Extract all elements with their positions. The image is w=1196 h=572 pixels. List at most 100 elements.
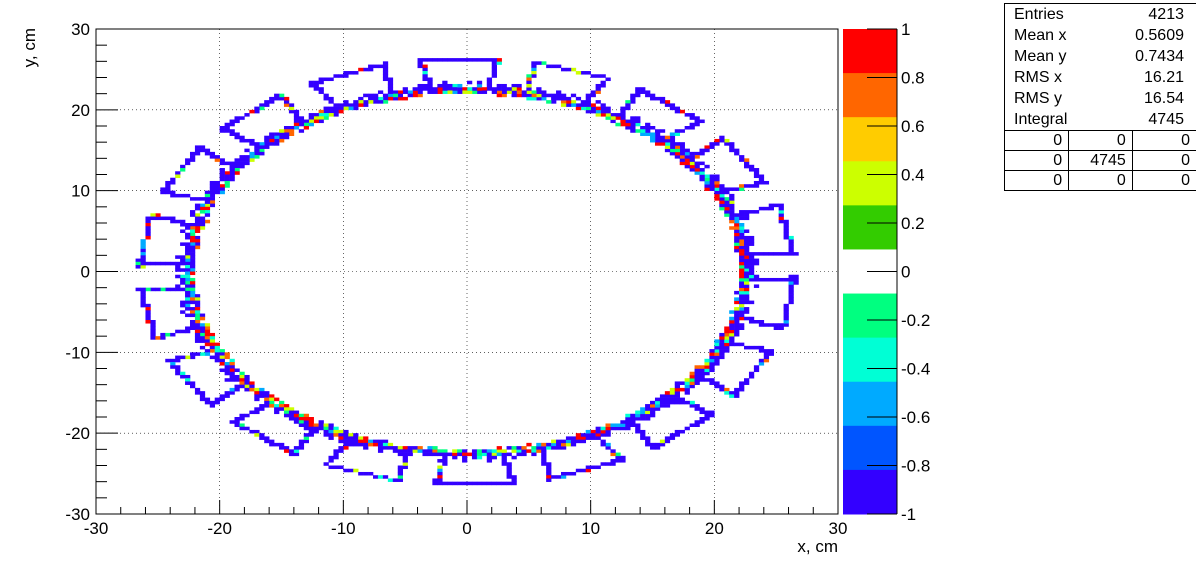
heatmap-cell xyxy=(417,83,423,88)
heatmap-cell xyxy=(353,442,359,447)
heatmap-cell xyxy=(293,410,300,415)
overflow-cell: 4745 xyxy=(1068,150,1133,171)
heatmap-cell xyxy=(511,455,517,460)
heatmap-cell xyxy=(605,113,611,117)
heatmap-cell xyxy=(744,378,750,382)
heatmap-cell xyxy=(209,355,216,360)
heatmap-cell xyxy=(734,394,740,398)
heatmap-cell xyxy=(496,87,502,91)
heatmap-cell xyxy=(254,151,260,156)
heatmap-cell xyxy=(783,316,789,321)
heatmap-cell xyxy=(501,90,507,94)
heatmap-cell xyxy=(679,429,685,434)
heatmap-cell xyxy=(783,252,789,256)
heatmap-cell xyxy=(180,281,186,285)
heatmap-cell xyxy=(570,471,577,476)
heatmap-cell xyxy=(397,468,403,473)
heatmap-cell xyxy=(432,58,438,62)
heatmap-cell xyxy=(788,284,794,288)
heatmap-cell xyxy=(753,345,760,350)
heatmap-cell xyxy=(145,216,151,221)
heatmap-cell xyxy=(175,329,181,334)
heatmap-cell xyxy=(224,180,230,185)
heatmap-cell xyxy=(521,452,527,457)
heatmap-cell xyxy=(729,320,735,324)
heatmap-cell xyxy=(343,436,349,440)
heatmap-cell xyxy=(605,106,611,111)
heatmap-cell xyxy=(194,148,201,153)
heatmap-cell xyxy=(259,436,265,440)
heatmap-cell xyxy=(486,77,493,82)
heatmap-cell xyxy=(669,138,676,143)
heatmap-cell xyxy=(185,290,191,295)
heatmap-cell xyxy=(526,96,532,101)
heatmap-cell xyxy=(531,61,537,65)
heatmap-cell xyxy=(714,345,720,350)
heatmap-cell xyxy=(229,378,235,382)
heatmap-cell xyxy=(145,320,151,324)
heatmap-cell xyxy=(422,77,428,82)
heatmap-cell xyxy=(180,303,186,308)
heatmap-cell xyxy=(768,277,774,282)
heatmap-cell xyxy=(640,87,646,91)
heatmap-cell xyxy=(719,332,725,337)
stats-value: 0.5609 xyxy=(1135,27,1184,44)
heatmap-cell xyxy=(689,374,695,379)
heatmap-cell xyxy=(145,303,151,308)
heatmap-cell xyxy=(283,126,290,130)
heatmap-cell xyxy=(734,297,740,301)
heatmap-cell xyxy=(719,190,725,195)
heatmap-cell xyxy=(194,223,201,227)
heatmap-cell xyxy=(343,446,349,450)
heatmap-cell xyxy=(209,339,216,343)
heatmap-cell xyxy=(363,93,369,98)
heatmap-cell xyxy=(209,345,216,350)
heatmap-cell xyxy=(600,103,606,107)
heatmap-cell xyxy=(546,465,552,470)
heatmap-cell xyxy=(209,349,216,353)
heatmap-cell xyxy=(279,442,285,447)
heatmap-cell xyxy=(753,174,760,179)
heatmap-cell xyxy=(189,151,196,156)
heatmap-cell xyxy=(234,135,240,140)
heatmap-cell xyxy=(244,155,250,159)
heatmap-cell xyxy=(397,90,403,94)
heatmap-cell xyxy=(694,404,700,408)
heatmap-cell xyxy=(699,410,705,415)
heatmap-cell xyxy=(654,442,661,447)
heatmap-cell xyxy=(635,413,641,418)
heatmap-cell xyxy=(516,93,522,98)
heatmap-cell xyxy=(605,423,611,427)
heatmap-cell xyxy=(175,365,181,369)
heatmap-cell xyxy=(719,345,725,350)
heatmap-cell xyxy=(724,349,730,353)
heatmap-cell xyxy=(556,93,562,98)
heatmap-cell xyxy=(328,109,334,114)
heatmap-cell xyxy=(704,371,710,376)
heatmap-cell xyxy=(204,219,211,224)
heatmap-cell xyxy=(244,413,250,418)
heatmap-cell xyxy=(189,281,196,285)
overflow-cell: 0 xyxy=(1068,130,1133,151)
heatmap-cell xyxy=(605,77,611,82)
heatmap-cell xyxy=(234,384,240,389)
heatmap-cell xyxy=(610,423,616,427)
heatmap-cell xyxy=(254,397,260,402)
heatmap-cell xyxy=(635,116,641,120)
heatmap-cell xyxy=(585,93,591,98)
heatmap-cell xyxy=(189,248,196,253)
heatmap-cell xyxy=(417,58,423,62)
heatmap-cell xyxy=(753,180,760,185)
heatmap-cell xyxy=(382,100,389,104)
heatmap-cell xyxy=(368,93,374,98)
heatmap-cell xyxy=(219,171,225,175)
heatmap-cell xyxy=(338,109,344,114)
heatmap-cell xyxy=(432,446,438,450)
heatmap-cell xyxy=(788,239,794,243)
heatmap-cell xyxy=(659,400,666,405)
heatmap-cell xyxy=(259,387,265,392)
heatmap-cell xyxy=(264,100,270,104)
heatmap-cell xyxy=(189,277,196,282)
heatmap-cell xyxy=(239,138,245,143)
